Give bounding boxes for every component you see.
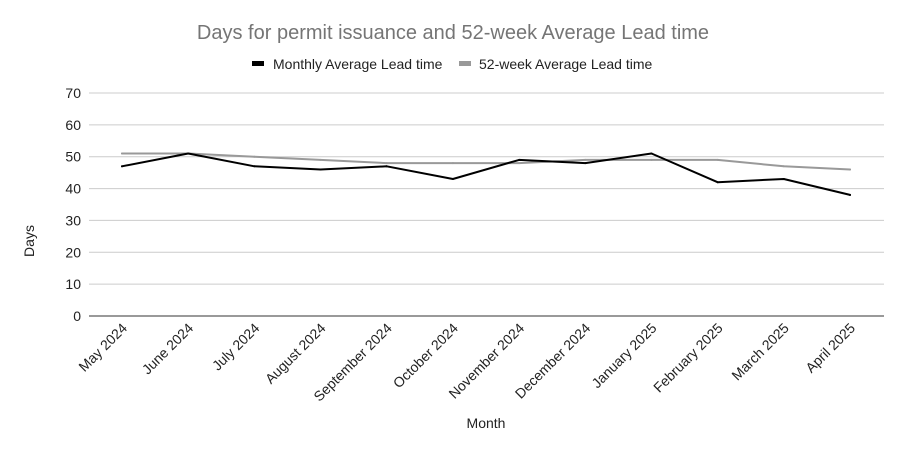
x-tick-label: June 2024 <box>139 320 197 378</box>
y-tick-label: 50 <box>65 149 81 165</box>
52-week-data-point <box>518 162 521 165</box>
legend-label-52-week: 52-week Average Lead time <box>479 56 653 72</box>
52-week-data-point <box>385 162 388 165</box>
monthly-data-point <box>849 193 851 196</box>
monthly-data-point <box>782 178 785 181</box>
y-tick-label: 70 <box>65 85 81 101</box>
monthly-data-point <box>319 168 322 171</box>
x-tick-label: August 2024 <box>262 320 329 387</box>
legend: Monthly Average Lead time 52-week Averag… <box>252 56 653 72</box>
y-tick-label: 20 <box>65 244 81 260</box>
x-tick-label: March 2025 <box>728 320 792 384</box>
52-week-data-point <box>584 158 587 161</box>
series-line-52-week <box>121 152 851 171</box>
monthly-data-point <box>518 158 521 161</box>
monthly-data-point <box>716 181 719 184</box>
series-line-monthly <box>121 152 851 196</box>
x-tick-label: January 2025 <box>588 320 659 391</box>
monthly-data-point <box>121 165 123 168</box>
y-tick-label: 60 <box>65 117 81 133</box>
monthly-data-point <box>650 152 653 155</box>
x-axis-ticks: May 2024 June 2024 July 2024 August 2024Sep… <box>75 320 858 405</box>
chart-title: Days for permit issuance and 52-week Ave… <box>197 22 709 44</box>
52-week-data-point <box>650 158 653 161</box>
monthly-data-point <box>253 165 256 168</box>
52-week-data-point <box>849 168 851 171</box>
monthly-data-point <box>451 178 454 181</box>
52-week-data-point <box>451 162 454 165</box>
legend-label-monthly: Monthly Average Lead time <box>273 56 443 72</box>
legend-swatch-monthly <box>252 61 264 66</box>
y-axis-ticks: 0 10 20 30 40 50 60 70 <box>65 85 81 324</box>
52-week-data-point <box>121 152 123 155</box>
y-tick-label: 30 <box>65 212 81 228</box>
x-tick-label: May 2024 <box>75 320 130 375</box>
grid <box>89 92 884 317</box>
x-tick-label: February 2025 <box>650 320 726 396</box>
x-tick-label: July 2024 <box>209 320 263 374</box>
legend-swatch-52-week <box>459 61 471 66</box>
y-tick-label: 0 <box>73 308 81 324</box>
monthly-data-point <box>385 165 388 168</box>
52-week-data-point <box>319 158 322 161</box>
52-week-data-point <box>782 165 785 168</box>
52-week-data-point <box>253 155 256 158</box>
y-axis-label: Days <box>21 225 37 257</box>
monthly-data-point <box>584 162 587 165</box>
x-tick-label: October 2024 <box>390 320 461 391</box>
52-week-data-point <box>716 158 719 161</box>
x-tick-label: April 2025 <box>802 320 858 376</box>
y-tick-label: 10 <box>65 276 81 292</box>
x-axis-label: Month <box>467 415 506 431</box>
monthly-data-point <box>187 152 190 155</box>
series-lines <box>121 152 851 196</box>
y-tick-label: 40 <box>65 181 81 197</box>
